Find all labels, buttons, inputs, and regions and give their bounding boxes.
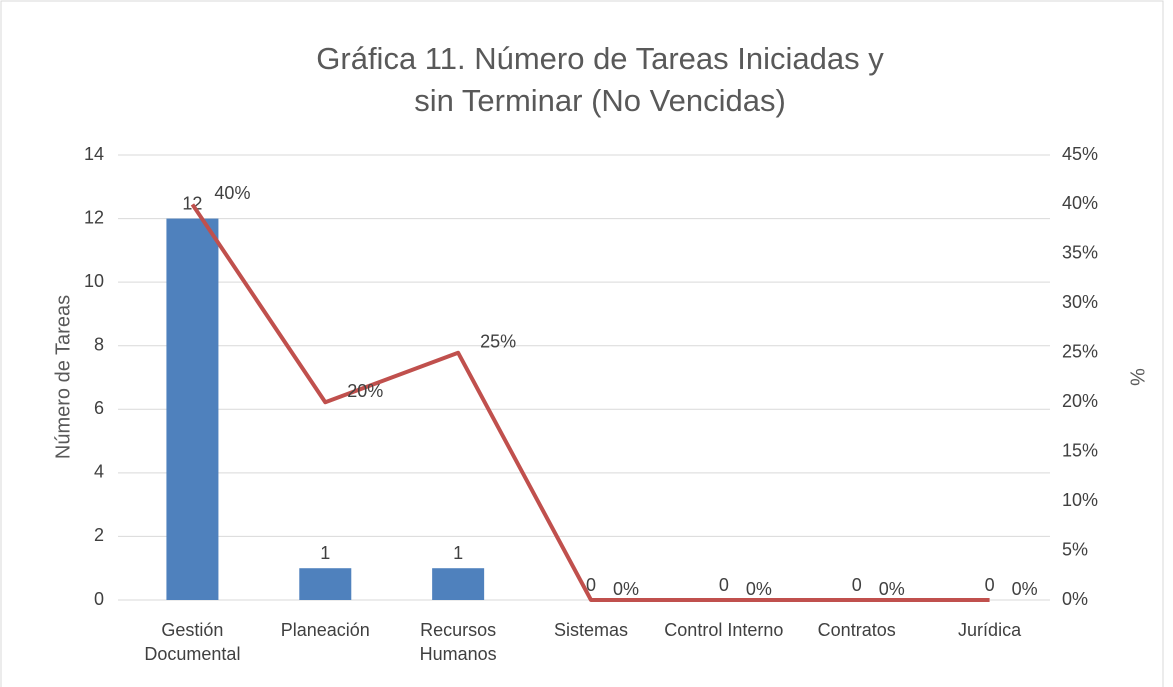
- y2-tick-label: 15%: [1062, 440, 1098, 460]
- y-tick-label: 14: [84, 144, 104, 164]
- y2-tick-label: 40%: [1062, 193, 1098, 213]
- data-label: 20%: [347, 381, 383, 401]
- y-tick-label: 8: [94, 334, 104, 354]
- line: [190, 203, 990, 602]
- data-label: 0%: [1012, 579, 1038, 599]
- x-tick-label: Recursos Humanos: [419, 620, 497, 664]
- x-tick-label: Planeación: [280, 620, 370, 640]
- y2-axis-label: %: [1126, 368, 1148, 386]
- bar: [299, 568, 352, 600]
- y2-tick-label: 5%: [1062, 539, 1088, 559]
- y-tick-label: 12: [84, 207, 104, 227]
- x-tick-label: Gestión Documental: [144, 620, 241, 664]
- bar: [166, 218, 219, 601]
- data-label: 0: [985, 575, 995, 595]
- y2-tick-label: 45%: [1062, 144, 1098, 164]
- data-label: 0: [852, 575, 862, 595]
- data-label: 1: [320, 543, 330, 563]
- x-tick-label: Sistemas: [553, 620, 629, 640]
- y-tick-label: 0: [94, 589, 104, 609]
- y-axis-label: Número de Tareas: [52, 295, 74, 459]
- x-tick-label: Jurídica: [958, 620, 1022, 640]
- data-label: 0%: [879, 579, 905, 599]
- bar: [432, 568, 485, 600]
- chart-title: Gráfica 11. Número de Tareas Iniciadas y…: [316, 41, 884, 118]
- y-tick-label: 6: [94, 398, 104, 418]
- y2-tick-label: 35%: [1062, 243, 1098, 263]
- y-tick-label: 10: [84, 271, 104, 291]
- data-label: 0%: [613, 579, 639, 599]
- data-label: 12: [182, 193, 202, 213]
- y2-tick-label: 20%: [1062, 391, 1098, 411]
- y2-tick-label: 25%: [1062, 342, 1098, 362]
- data-label: 25%: [480, 332, 516, 352]
- data-label: 0: [719, 575, 729, 595]
- y-tick-label: 4: [94, 462, 104, 482]
- y2-tick-label: 30%: [1062, 292, 1098, 312]
- y2-tick-label: 0%: [1062, 589, 1088, 609]
- data-label: 0: [586, 575, 596, 595]
- y-tick-label: 2: [94, 525, 104, 545]
- data-label: 1: [453, 543, 463, 563]
- x-tick-label: Contratos: [817, 620, 896, 640]
- y2-tick-label: 10%: [1062, 490, 1098, 510]
- data-label: 0%: [746, 579, 772, 599]
- data-label: 40%: [214, 183, 250, 203]
- x-tick-label: Control Interno: [664, 620, 784, 640]
